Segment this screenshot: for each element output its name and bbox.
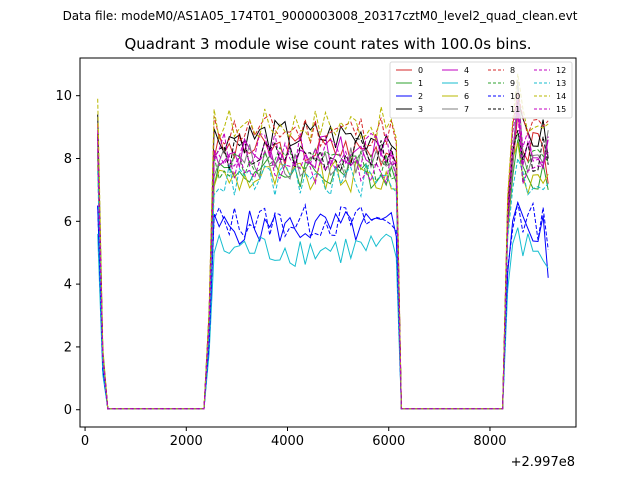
series-line-13 bbox=[97, 156, 549, 410]
series-line-15 bbox=[97, 111, 549, 410]
x-tick-label: 6000 bbox=[372, 434, 405, 449]
figure-suptitle: Data file: modeM0/AS1A05_174T01_90000030… bbox=[63, 9, 578, 23]
series-line-4 bbox=[97, 105, 549, 410]
legend-label-12: 12 bbox=[556, 66, 566, 75]
x-tick-label: 8000 bbox=[473, 434, 506, 449]
y-tick-label: 2 bbox=[64, 340, 72, 355]
series-line-10 bbox=[97, 201, 549, 410]
series-line-14 bbox=[97, 73, 549, 410]
series-line-0 bbox=[97, 114, 549, 410]
plot-frame bbox=[79, 57, 577, 428]
legend-label-7: 7 bbox=[464, 105, 469, 114]
x-tick-label: 0 bbox=[81, 434, 89, 449]
plot-area: 0 2000 4000 6000 800002468100123456789101112… bbox=[55, 57, 577, 449]
legend-label-6: 6 bbox=[464, 92, 469, 101]
series-line-2 bbox=[97, 200, 549, 410]
y-tick-label: 6 bbox=[64, 215, 72, 230]
chart-title: Quadrant 3 module wise count rates with … bbox=[124, 35, 531, 53]
legend-label-14: 14 bbox=[556, 92, 566, 101]
legend-label-11: 11 bbox=[510, 105, 520, 114]
series-line-7 bbox=[97, 79, 549, 410]
legend-label-4: 4 bbox=[464, 66, 469, 75]
legend-label-10: 10 bbox=[510, 92, 520, 101]
series-line-11 bbox=[97, 130, 549, 410]
legend-label-15: 15 bbox=[556, 105, 566, 114]
legend-label-13: 13 bbox=[556, 79, 566, 88]
legend-label-1: 1 bbox=[418, 79, 423, 88]
legend-label-0: 0 bbox=[418, 66, 423, 75]
x-tick-label: 2000 bbox=[170, 434, 203, 449]
series-line-1 bbox=[97, 139, 549, 410]
legend-label-8: 8 bbox=[510, 66, 515, 75]
legend-label-3: 3 bbox=[418, 105, 423, 114]
series-line-3 bbox=[97, 98, 549, 410]
x-tick-label: 4000 bbox=[271, 434, 304, 449]
y-tick-label: 4 bbox=[64, 278, 72, 293]
legend-label-5: 5 bbox=[464, 79, 469, 88]
legend-box bbox=[389, 61, 573, 119]
legend-label-9: 9 bbox=[510, 79, 515, 88]
x-offset-label: +2.997e8 bbox=[511, 455, 575, 470]
series-line-5 bbox=[97, 227, 549, 410]
y-tick-label: 0 bbox=[64, 403, 72, 418]
y-tick-label: 8 bbox=[64, 152, 72, 167]
y-tick-label: 10 bbox=[55, 89, 72, 104]
legend-label-2: 2 bbox=[418, 92, 423, 101]
series-line-12 bbox=[97, 98, 549, 410]
